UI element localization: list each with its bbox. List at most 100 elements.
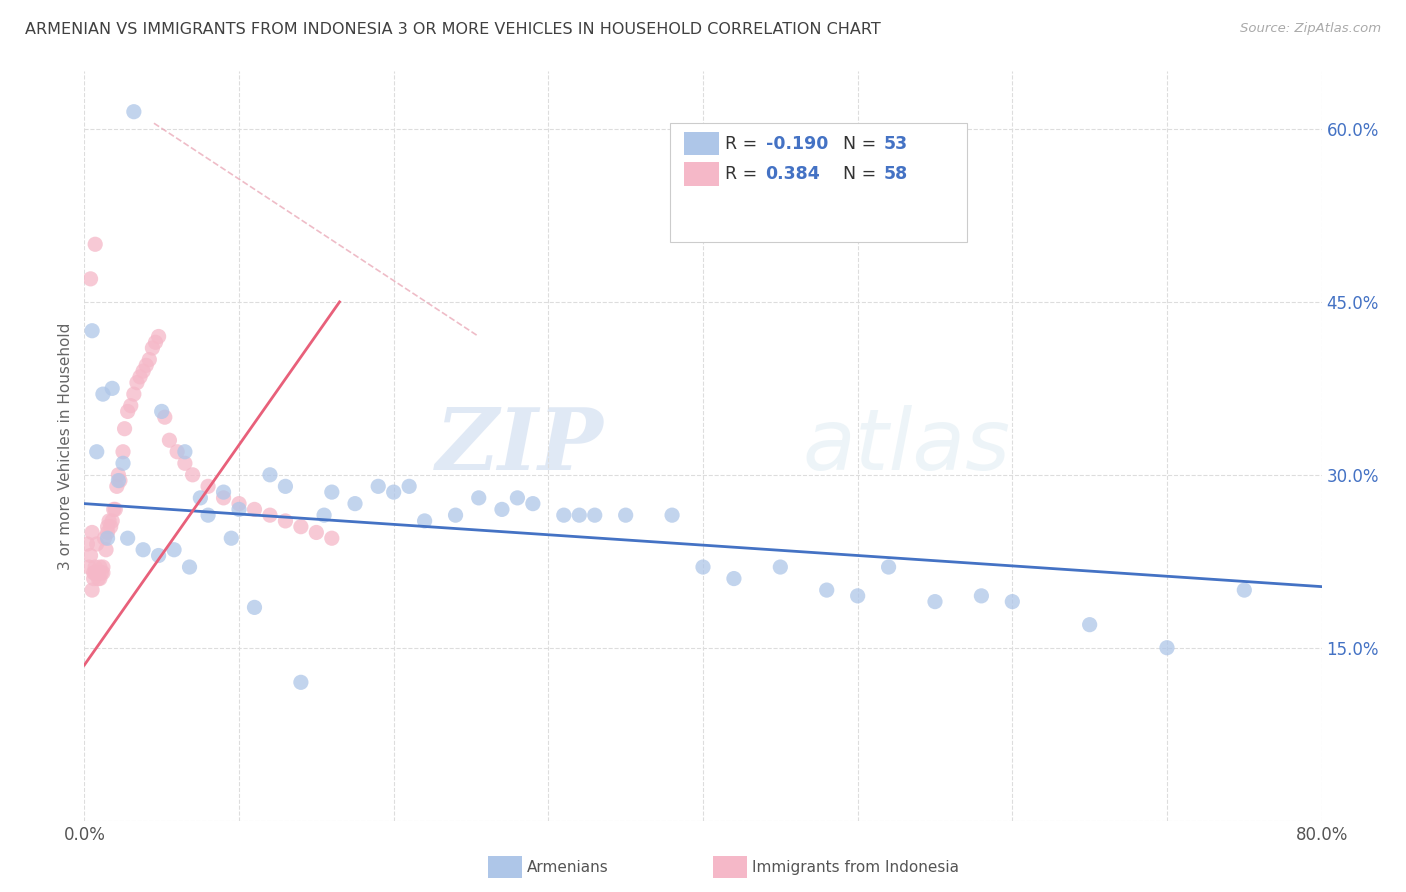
Point <box>120 399 142 413</box>
Point <box>769 560 792 574</box>
Point <box>413 514 436 528</box>
Point <box>107 467 129 482</box>
Point <box>91 566 114 580</box>
Point <box>179 560 201 574</box>
Point <box>125 376 148 390</box>
Point <box>84 237 107 252</box>
Point <box>290 519 312 533</box>
Point <box>101 514 124 528</box>
Point <box>84 566 107 580</box>
Point <box>568 508 591 523</box>
Text: N =: N = <box>844 135 882 153</box>
Point <box>86 566 108 580</box>
Point <box>90 566 112 580</box>
Point <box>259 467 281 482</box>
Text: -0.190: -0.190 <box>765 135 828 153</box>
Point <box>312 508 335 523</box>
Point <box>107 474 129 488</box>
Text: Immigrants from Indonesia: Immigrants from Indonesia <box>752 860 959 874</box>
Point <box>122 104 145 119</box>
Point <box>243 600 266 615</box>
Point <box>148 329 170 343</box>
Text: Source: ZipAtlas.com: Source: ZipAtlas.com <box>1240 22 1381 36</box>
Point <box>79 272 101 286</box>
Point <box>163 542 186 557</box>
Point <box>924 594 946 608</box>
Point <box>96 519 118 533</box>
Point <box>846 589 869 603</box>
Point <box>91 560 114 574</box>
Point <box>129 369 152 384</box>
Point <box>150 404 173 418</box>
Point <box>83 566 105 580</box>
Point <box>1078 617 1101 632</box>
Text: N =: N = <box>844 165 882 183</box>
Point <box>343 497 366 511</box>
Point <box>112 444 135 458</box>
Point <box>108 474 131 488</box>
Point <box>181 467 204 482</box>
Point <box>114 422 136 436</box>
Point <box>174 444 197 458</box>
Text: ZIP: ZIP <box>436 404 605 488</box>
Point <box>1156 640 1178 655</box>
Point <box>93 531 115 545</box>
Point <box>103 502 125 516</box>
Point <box>290 675 312 690</box>
Point <box>79 549 101 563</box>
Point <box>82 525 104 540</box>
Point <box>228 502 250 516</box>
Point <box>877 560 900 574</box>
Point <box>321 531 343 545</box>
Point <box>274 514 297 528</box>
Point <box>188 491 211 505</box>
Point <box>321 485 343 500</box>
Point <box>212 491 235 505</box>
Point <box>970 589 993 603</box>
Point <box>444 508 467 523</box>
Point <box>197 508 219 523</box>
Point <box>522 497 544 511</box>
Point <box>467 491 491 505</box>
Point <box>104 502 127 516</box>
Point <box>614 508 637 523</box>
Point <box>506 491 529 505</box>
Point <box>87 572 110 586</box>
Point <box>86 444 108 458</box>
Text: R =: R = <box>725 135 762 153</box>
Point <box>174 456 197 470</box>
Point <box>274 479 297 493</box>
Point <box>692 560 714 574</box>
Point <box>259 508 281 523</box>
Point <box>367 479 389 493</box>
Point <box>91 387 114 401</box>
Point <box>96 531 118 545</box>
Point <box>723 572 745 586</box>
Y-axis label: 3 or more Vehicles in Household: 3 or more Vehicles in Household <box>58 322 73 570</box>
Point <box>212 485 235 500</box>
Point <box>153 410 176 425</box>
Point <box>1001 594 1024 608</box>
Point <box>105 479 128 493</box>
Text: 58: 58 <box>884 165 908 183</box>
Point <box>117 531 139 545</box>
Point <box>94 542 117 557</box>
Point <box>148 549 170 563</box>
Point <box>382 485 405 500</box>
Point <box>228 497 250 511</box>
Point <box>583 508 606 523</box>
Point <box>141 341 163 355</box>
Point <box>132 364 155 378</box>
Text: ARMENIAN VS IMMIGRANTS FROM INDONESIA 3 OR MORE VEHICLES IN HOUSEHOLD CORRELATIO: ARMENIAN VS IMMIGRANTS FROM INDONESIA 3 … <box>25 22 882 37</box>
Text: 53: 53 <box>884 135 908 153</box>
Point <box>86 537 108 551</box>
Point <box>83 572 105 586</box>
Point <box>219 531 242 545</box>
Point <box>491 502 513 516</box>
Point <box>138 352 160 367</box>
Point <box>77 560 100 574</box>
Point <box>117 404 139 418</box>
Point <box>398 479 420 493</box>
Text: atlas: atlas <box>801 404 1010 488</box>
Point <box>82 583 104 598</box>
